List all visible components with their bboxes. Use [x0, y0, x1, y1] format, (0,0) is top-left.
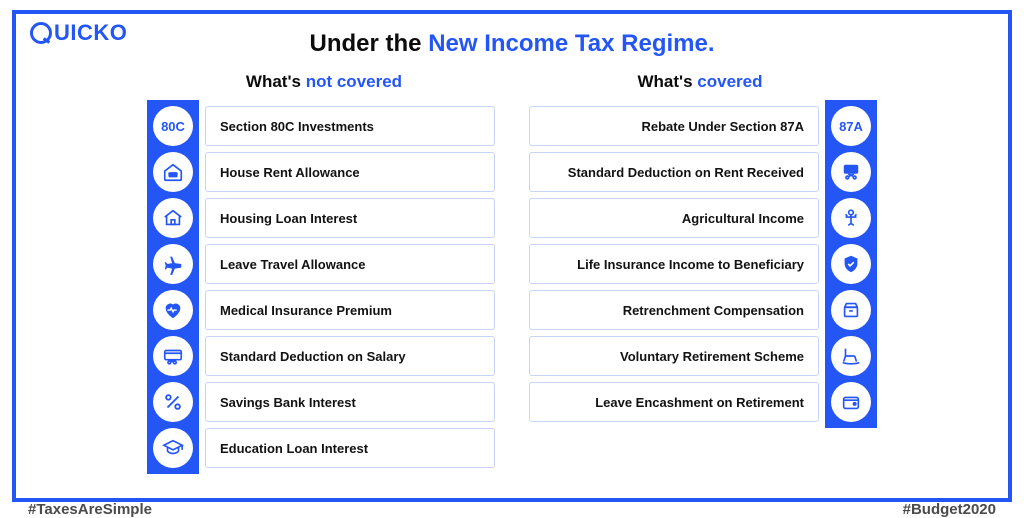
- box-icon: [831, 290, 871, 330]
- 80c-icon: 80C: [153, 106, 193, 146]
- covered-body: Rebate Under Section 87A Standard Deduct…: [523, 100, 877, 428]
- shield-check-icon: [831, 244, 871, 284]
- not-covered-icons: 80C RENT: [147, 100, 199, 474]
- list-item: Section 80C Investments: [205, 106, 495, 146]
- heading-prefix: What's: [246, 72, 301, 91]
- not-covered-heading: What's not covered: [246, 72, 402, 92]
- list-item: Education Loan Interest: [205, 428, 495, 468]
- list-item: Retrenchment Compensation: [529, 290, 819, 330]
- heading-accent: not covered: [306, 72, 402, 91]
- list-item: House Rent Allowance: [205, 152, 495, 192]
- content-area: What's not covered 80C RENT Section 80C …: [16, 72, 1008, 474]
- heading-accent: covered: [697, 72, 762, 91]
- hashtag-right: #Budget2020: [903, 501, 996, 518]
- svg-text:RENT: RENT: [169, 173, 177, 177]
- rent-cut-icon: RENT: [831, 152, 871, 192]
- heading-prefix: What's: [638, 72, 693, 91]
- covered-heading: What's covered: [638, 72, 763, 92]
- heartbeat-icon: [153, 290, 193, 330]
- list-item: Savings Bank Interest: [205, 382, 495, 422]
- list-item: Standard Deduction on Rent Received: [529, 152, 819, 192]
- not-covered-body: 80C RENT Section 80C Investments House R…: [147, 100, 501, 474]
- airplane-icon: [153, 244, 193, 284]
- covered-items: Rebate Under Section 87A Standard Deduct…: [529, 100, 819, 428]
- 87a-icon: 87A: [831, 106, 871, 146]
- list-item: Housing Loan Interest: [205, 198, 495, 238]
- list-item: Standard Deduction on Salary: [205, 336, 495, 376]
- scarecrow-icon: [831, 198, 871, 238]
- list-item: Rebate Under Section 87A: [529, 106, 819, 146]
- not-covered-items: Section 80C Investments House Rent Allow…: [205, 100, 495, 474]
- graduation-icon: [153, 428, 193, 468]
- not-covered-column: What's not covered 80C RENT Section 80C …: [147, 72, 501, 474]
- infographic-frame: UICKO Under the New Income Tax Regime. W…: [12, 10, 1012, 502]
- list-item: Medical Insurance Premium: [205, 290, 495, 330]
- percent-icon: [153, 382, 193, 422]
- list-item: Life Insurance Income to Beneficiary: [529, 244, 819, 284]
- house-icon: [153, 198, 193, 238]
- wallet-icon: [831, 382, 871, 422]
- covered-column: What's covered Rebate Under Section 87A …: [523, 72, 877, 474]
- list-item: Agricultural Income: [529, 198, 819, 238]
- card-cut-icon: [153, 336, 193, 376]
- title-accent: New Income Tax Regime.: [428, 30, 714, 57]
- covered-icons: 87A RENT: [825, 100, 877, 428]
- title-prefix: Under the: [310, 30, 422, 57]
- rocking-chair-icon: [831, 336, 871, 376]
- svg-text:RENT: RENT: [847, 168, 856, 172]
- rent-house-icon: RENT: [153, 152, 193, 192]
- page-title: Under the New Income Tax Regime.: [16, 30, 1008, 58]
- hashtag-left: #TaxesAreSimple: [28, 501, 152, 518]
- list-item: Leave Travel Allowance: [205, 244, 495, 284]
- list-item: Leave Encashment on Retirement: [529, 382, 819, 422]
- list-item: Voluntary Retirement Scheme: [529, 336, 819, 376]
